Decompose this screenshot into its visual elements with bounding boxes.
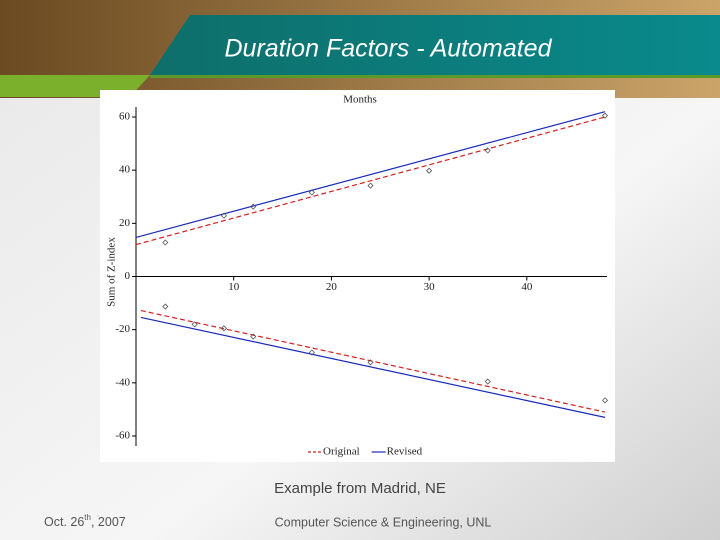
title-band: [150, 15, 720, 75]
x-tick-label: 40: [521, 281, 533, 293]
x-axis-label: Months: [343, 94, 377, 106]
x-tick-label: 30: [424, 281, 436, 293]
footer-date: Oct. 26th, 2007: [44, 513, 126, 529]
y-tick-label: 60: [119, 111, 131, 123]
caption: Example from Madrid, NE: [274, 480, 446, 497]
footer-text: Computer Science & Engineering, UNL: [275, 515, 492, 529]
x-tick-label: 20: [326, 281, 338, 293]
y-tick-label: 20: [119, 217, 131, 229]
y-tick-label: 0: [125, 270, 131, 282]
series-line: [135, 116, 606, 413]
data-point: [601, 112, 609, 119]
data-point: [220, 325, 228, 332]
data-point: [220, 212, 228, 219]
y-tick-label: 40: [119, 164, 131, 176]
y-tick-label: -20: [115, 323, 130, 335]
data-point: [191, 321, 198, 328]
y-axis-label: Sum of Z-index: [106, 237, 118, 307]
date-part: , 2007: [91, 515, 126, 529]
data-point: [308, 189, 315, 196]
date-part: Oct. 26: [44, 515, 84, 529]
data-point: [601, 397, 609, 404]
x-tick-label: 10: [228, 281, 240, 293]
slide-title: Duration Factors - Automated: [225, 35, 553, 63]
legend-label: Original: [323, 446, 360, 458]
series-line: [135, 111, 606, 418]
date-part: th: [84, 513, 91, 522]
data-point: [250, 203, 257, 210]
data-point: [367, 359, 374, 366]
data-point: [367, 182, 374, 189]
y-tick-label: -60: [115, 430, 130, 442]
data-point: [162, 239, 169, 246]
data-point: [426, 167, 433, 174]
chart: Months Sum of Z-index -60 -40 -20 0 20 40 60 10…: [106, 94, 609, 458]
legend-label: Revised: [387, 446, 423, 458]
data-point: [484, 378, 491, 385]
data-point: [308, 349, 315, 356]
accent-line: [150, 75, 720, 78]
data-point: [250, 333, 257, 340]
data-point: [484, 147, 491, 154]
data-point: [162, 303, 169, 310]
y-tick-label: -40: [115, 376, 130, 388]
